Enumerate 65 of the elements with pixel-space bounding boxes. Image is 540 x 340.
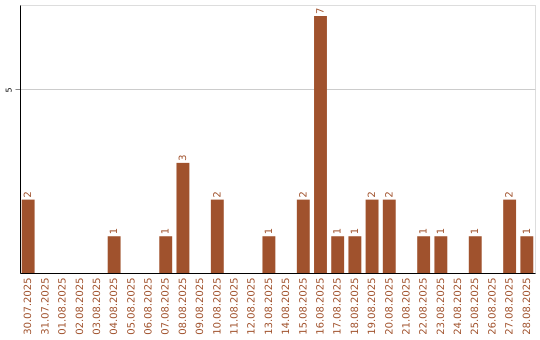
data-label: 1 (418, 228, 430, 234)
bar (331, 236, 344, 273)
bar (22, 200, 35, 273)
x-tick-label: 01.08.2025 (58, 278, 69, 335)
data-label: 1 (109, 228, 120, 234)
bar (348, 236, 362, 273)
x-tick-label: 31.07.2025 (40, 278, 52, 335)
x-tick-label: 28.08.2025 (522, 278, 533, 335)
x-tick-label: 05.08.2025 (126, 278, 138, 335)
data-label: 2 (212, 191, 224, 198)
bar (314, 16, 327, 273)
x-tick-label: 12.08.2025 (246, 278, 258, 335)
data-label: 2 (23, 191, 34, 198)
data-label: 1 (264, 228, 275, 234)
x-tick-label: 06.08.2025 (144, 278, 155, 335)
x-tick-label: 25.08.2025 (470, 278, 482, 335)
x-tick-label: 23.08.2025 (436, 278, 447, 335)
bar (366, 200, 379, 273)
x-tick-label: 26.08.2025 (487, 278, 498, 335)
bar (434, 236, 448, 273)
bar (382, 200, 396, 273)
x-tick-label: 13.08.2025 (264, 278, 275, 335)
data-label: 2 (504, 191, 516, 198)
x-tick-label: 27.08.2025 (504, 278, 516, 335)
data-label: 1 (160, 228, 172, 234)
bar (159, 236, 172, 273)
data-label: 1 (436, 228, 447, 234)
x-tick-label: 19.08.2025 (367, 278, 378, 335)
bar (417, 236, 430, 273)
bar (468, 236, 482, 273)
data-label: 3 (178, 154, 189, 161)
bar (176, 162, 190, 273)
x-tick-label: 07.08.2025 (160, 278, 172, 335)
data-label: 1 (470, 228, 482, 234)
data-label: 1 (332, 228, 344, 234)
x-tick-label: 21.08.2025 (401, 278, 412, 335)
data-label: 7 (315, 8, 326, 14)
x-tick-label: 02.08.2025 (74, 278, 86, 335)
y-tick-label: 5 (4, 87, 14, 92)
x-tick-label: 08.08.2025 (178, 278, 189, 335)
bar (210, 200, 224, 273)
x-tick-label: 20.08.2025 (384, 278, 396, 335)
data-label: 2 (298, 191, 310, 198)
x-tick-label: 10.08.2025 (212, 278, 224, 335)
x-tick-label: 17.08.2025 (332, 278, 344, 335)
x-tick-label: 03.08.2025 (92, 278, 103, 335)
data-label: 2 (384, 191, 396, 198)
x-tick-label: 04.08.2025 (109, 278, 120, 335)
bar (503, 200, 516, 273)
x-tick-label: 11.08.2025 (230, 278, 241, 335)
bar (520, 236, 534, 273)
x-tick-label: 18.08.2025 (350, 278, 361, 335)
data-label: 1 (350, 228, 361, 234)
x-tick-label: 09.08.2025 (195, 278, 206, 335)
bar (108, 236, 121, 273)
x-tick-label: 15.08.2025 (298, 278, 310, 335)
data-label: 2 (367, 191, 378, 198)
x-tick-label: 30.07.2025 (23, 278, 34, 335)
x-tick-label: 24.08.2025 (453, 278, 464, 335)
bar (262, 236, 276, 273)
x-tick-label: 16.08.2025 (315, 278, 326, 335)
data-label: 1 (522, 228, 533, 234)
x-tick-label: 22.08.2025 (418, 278, 430, 335)
x-tick-label: 14.08.2025 (281, 278, 292, 335)
bar (296, 200, 310, 273)
